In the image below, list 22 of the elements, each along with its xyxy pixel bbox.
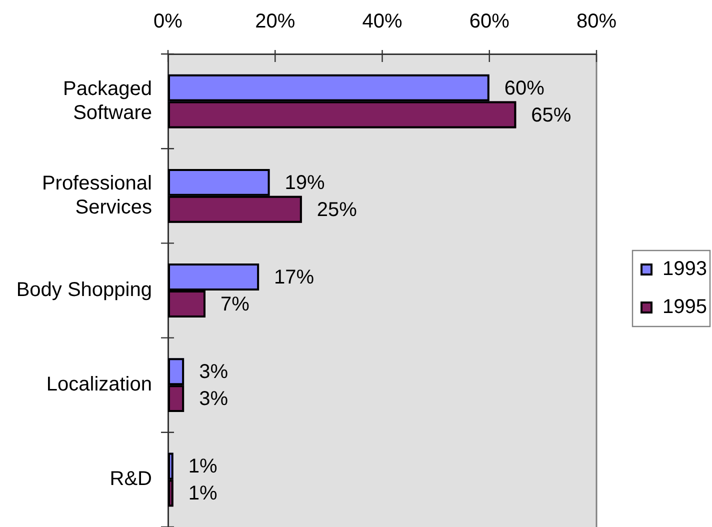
data-label: 3%	[199, 388, 228, 410]
x-tick-label: 60%	[469, 10, 510, 33]
data-label: 19%	[284, 172, 326, 194]
data-label: 25%	[316, 198, 358, 221]
y-tick-label: Professional Services	[42, 172, 152, 218]
x-tick-label: 0%	[154, 10, 183, 33]
legend-label: 1993	[662, 258, 708, 280]
y-tick-label: Localization	[46, 374, 152, 396]
x-tick-label: 80%	[576, 10, 617, 33]
data-label: 60%	[504, 77, 545, 100]
x-tick-label: 40%	[362, 10, 402, 33]
data-label: 3%	[199, 361, 228, 384]
y-tick-label: Packaged Software	[63, 78, 152, 124]
y-tick-label: R&D	[110, 468, 152, 490]
data-label: 1%	[188, 456, 218, 478]
y-tick-label: Body Shopping	[16, 279, 152, 302]
legend-label: 1995	[662, 296, 708, 318]
data-label: 65%	[531, 104, 572, 126]
data-label: 1%	[188, 482, 218, 505]
data-label: 17%	[274, 266, 314, 289]
data-label: 7%	[220, 293, 250, 316]
x-tick-label: 20%	[255, 10, 296, 33]
